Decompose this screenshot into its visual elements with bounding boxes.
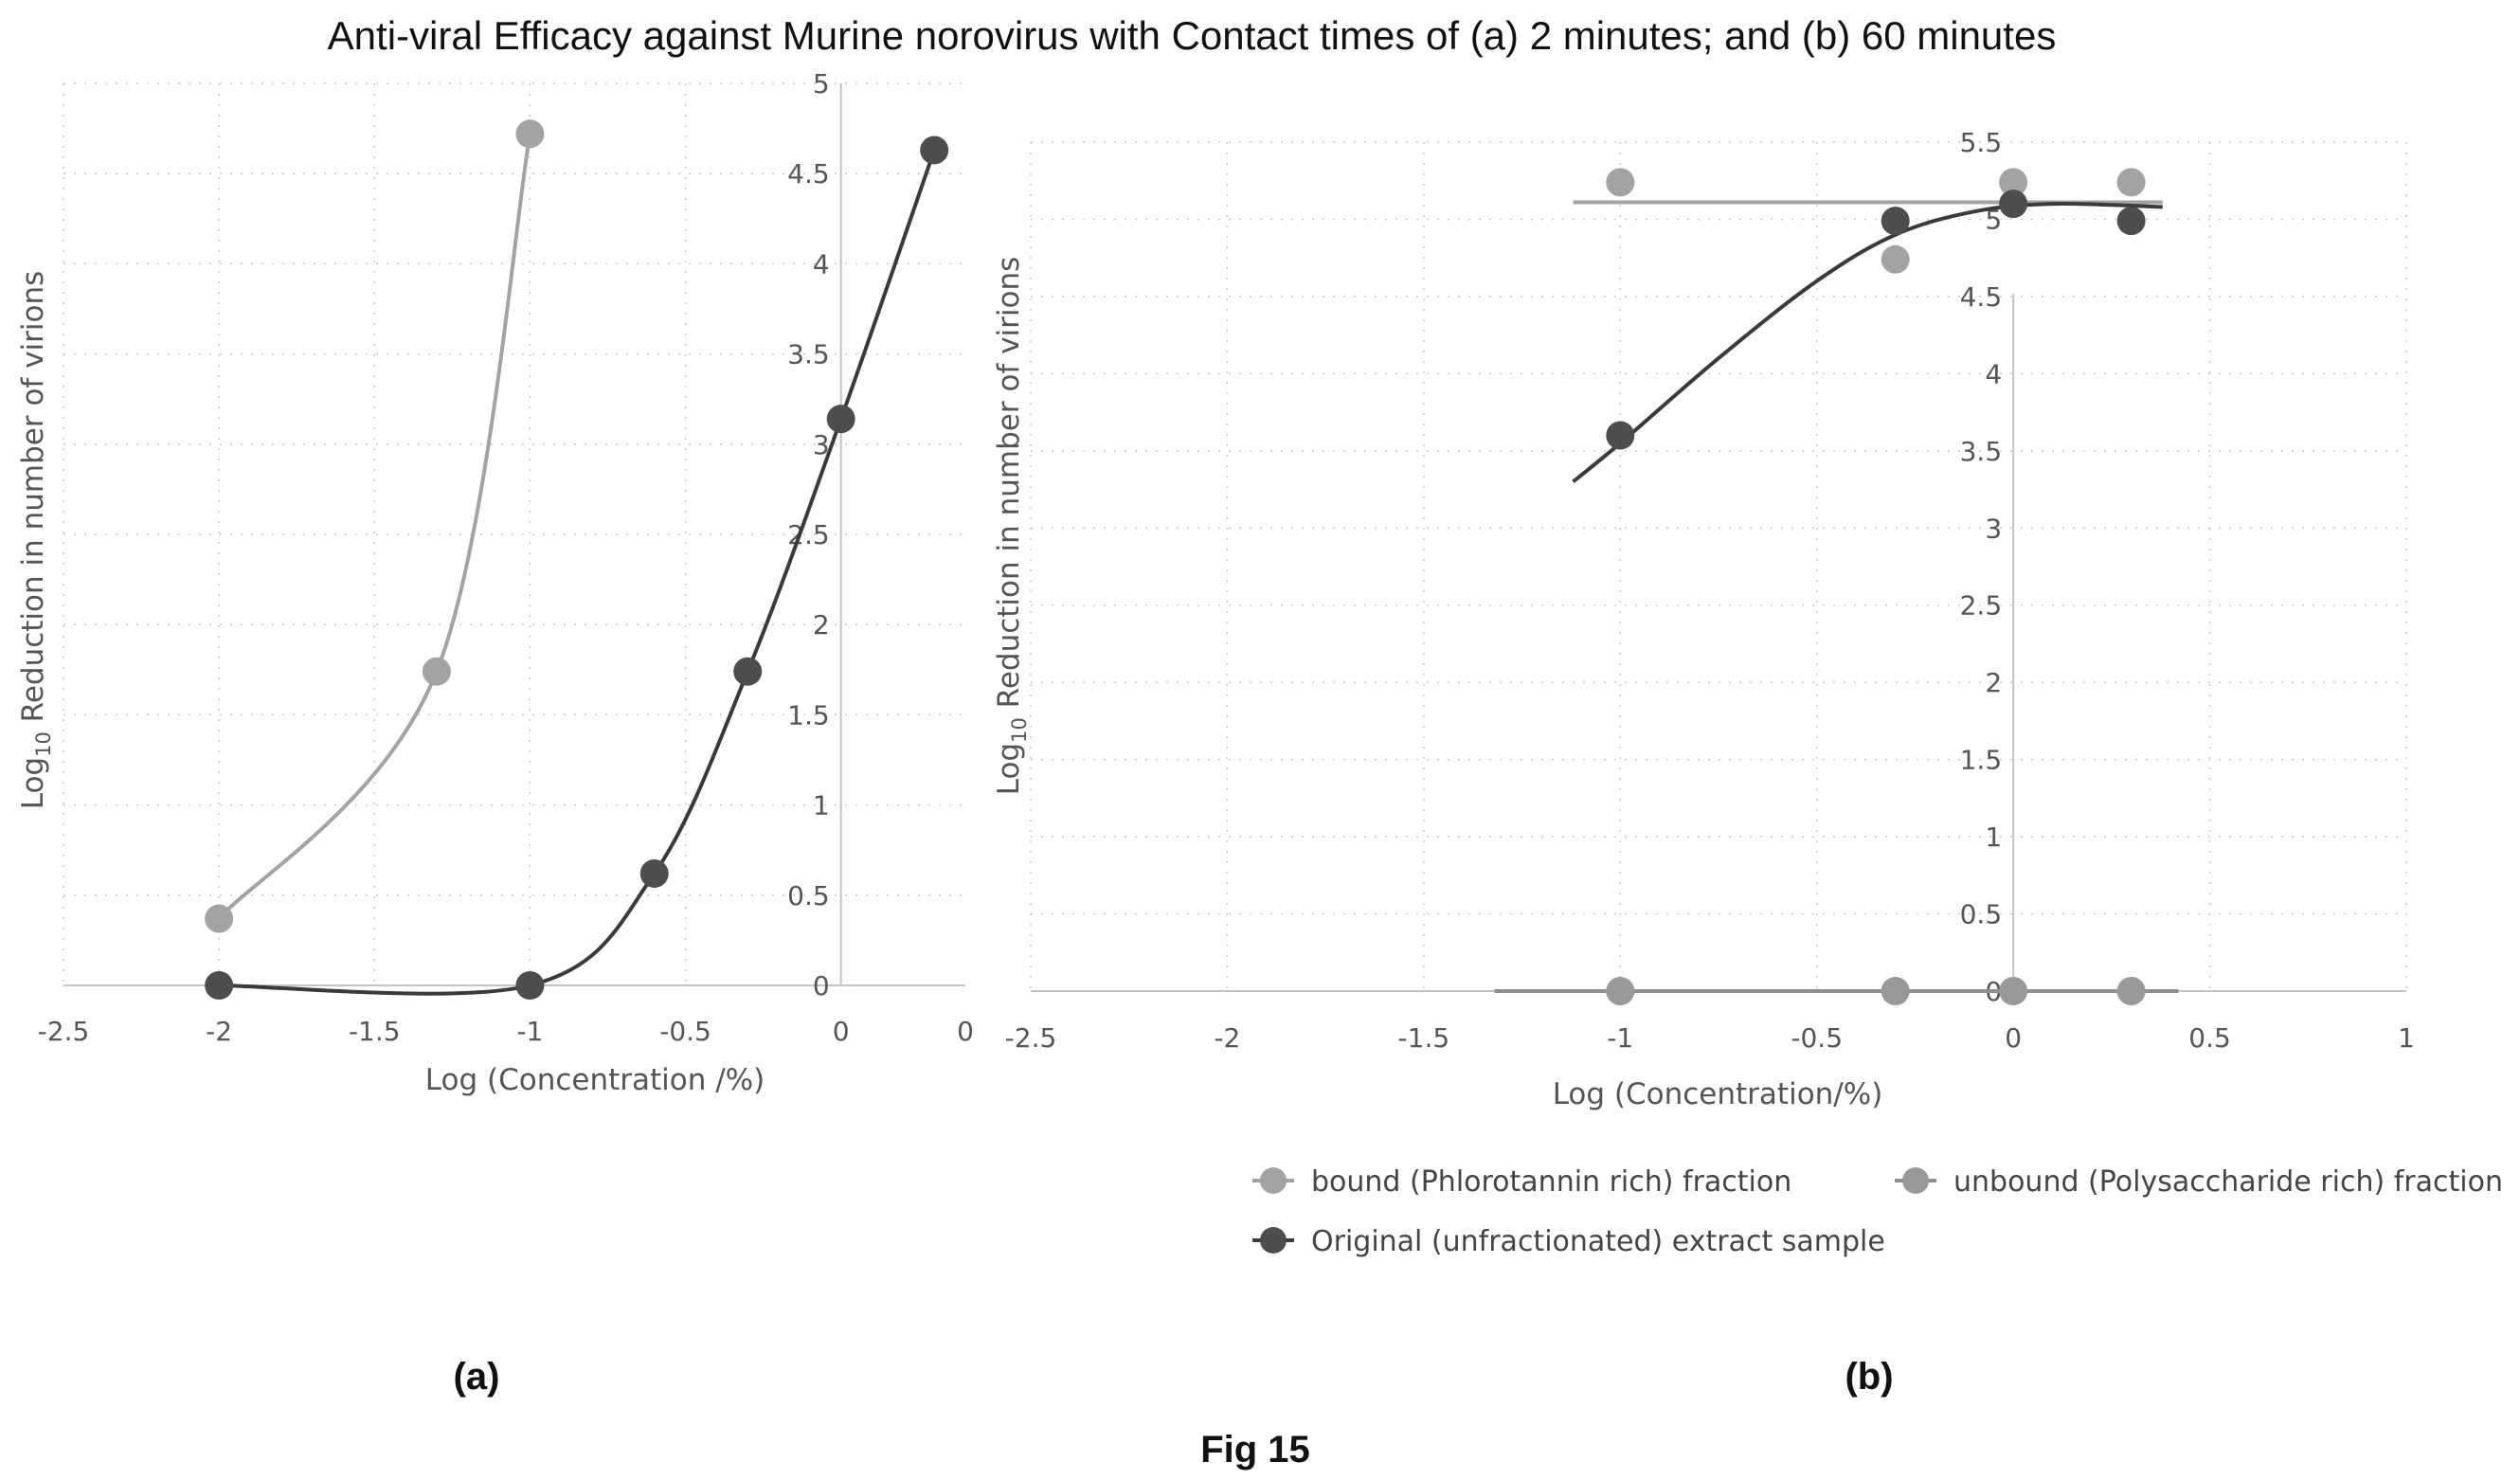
a-x-tick-label: -1.5 <box>349 1016 401 1047</box>
panel-a-y-axis-label-sub: 10 <box>32 731 55 757</box>
a-point-bound <box>422 657 451 686</box>
a-y-tick-label: 5 <box>813 68 830 99</box>
b-y-tick-label: 3 <box>1985 513 2002 544</box>
panel-b-y-axis-label-sub: 10 <box>1008 717 1031 743</box>
panel-b-series <box>1494 168 2179 1005</box>
panel-a-series <box>205 119 949 1000</box>
panel-a-tick-labels: -2.5 -2 -1.5 -1 -0.5 0 000.511.522.533.544.55 <box>38 68 974 1047</box>
legend-marker-bound <box>1260 1167 1287 1194</box>
b-y-tick-label: 2.5 <box>1960 590 2003 622</box>
a-point-original <box>826 405 855 434</box>
panel-b-y-axis-label-main: Log <box>992 743 1026 795</box>
b-point-unbound <box>1999 977 2028 1005</box>
panel-a-axes <box>63 83 965 986</box>
a-point-original <box>639 858 669 888</box>
a-y-tick-label: 1 <box>813 790 830 821</box>
chart-panel-a: -2.5 -2 -1.5 -1 -0.5 0 000.511.522.533.544.55 … <box>16 68 974 1398</box>
a-point-bound <box>205 904 234 933</box>
panel-b-label: (b) <box>1845 1356 1893 1398</box>
b-x-tick-label: 0 <box>2005 1022 2022 1054</box>
panel-a-label: (a) <box>454 1356 500 1398</box>
a-point-original <box>515 971 545 1000</box>
b-y-tick-label: 5.5 <box>1960 127 2003 158</box>
a-x-tick-label: -2 <box>206 1016 232 1047</box>
panel-a-y-axis-label-main: Log <box>16 757 50 809</box>
a-point-bound <box>515 119 545 149</box>
a-x-tick-label: 0 <box>957 1016 974 1047</box>
b-point-bound <box>1606 168 1635 197</box>
b-y-tick-label: 4.5 <box>1960 281 2003 313</box>
a-y-tick-label: 2 <box>813 609 830 641</box>
b-y-tick-label: 4 <box>1985 358 2002 389</box>
chart-panel-b: -2.5 -2 -1.5 -1 -0.5 0 0.5 10 0.5 1 1.5 2 2.5 3 3.5 4 4.… <box>992 127 2415 1398</box>
b-point-original <box>2116 207 2146 236</box>
b-y-tick-label: 1.5 <box>1960 745 2003 776</box>
a-line-bound <box>217 133 532 920</box>
b-point-unbound <box>1881 977 1910 1005</box>
a-y-tick-label: 4.5 <box>787 158 830 190</box>
b-point-bound <box>2116 168 2146 197</box>
b-y-tick-label: 2 <box>1985 667 2002 698</box>
panel-b-gridlines <box>1030 141 2407 991</box>
b-x-tick-label: -1 <box>1607 1022 1633 1054</box>
b-point-original <box>1999 190 2028 219</box>
a-y-tick-label: 4 <box>813 248 830 280</box>
b-x-tick-label: -1.5 <box>1398 1022 1450 1054</box>
a-x-tick-label: 0 <box>833 1016 850 1047</box>
b-y-tick-label: 0.5 <box>1960 899 2003 930</box>
a-y-tick-label: 1.5 <box>787 699 830 731</box>
legend: bound (Phlorotannin rich) fraction unbou… <box>1252 1165 2503 1258</box>
b-x-tick-label: 1 <box>2398 1022 2415 1054</box>
a-y-tick-label: 3 <box>813 429 830 460</box>
a-x-tick-label: -2.5 <box>38 1016 90 1047</box>
panel-a-y-axis-label-rest: Reduction in number of virions <box>16 271 50 731</box>
a-point-original <box>733 657 763 686</box>
panel-b-tick-labels: -2.5 -2 -1.5 -1 -0.5 0 0.5 10 0.5 1 1.5 2 2.5 3 3.5 4 4.… <box>1005 127 2415 1054</box>
panel-b-y-axis-label: Log10 Reduction in number of virions <box>992 257 1031 796</box>
a-x-tick-label: -1 <box>516 1016 543 1047</box>
figure-title: Anti-viral Efficacy against Murine norov… <box>328 13 2057 58</box>
panel-b-y-axis-label-rest: Reduction in number of virions <box>992 257 1026 717</box>
legend-item-original: Original (unfractionated) extract sample <box>1252 1225 1885 1258</box>
legend-item-bound: bound (Phlorotannin rich) fraction <box>1252 1165 1791 1199</box>
b-point-original <box>1881 207 1910 236</box>
b-point-unbound <box>2116 977 2146 1005</box>
b-point-bound <box>1999 168 2028 197</box>
b-y-tick-label: 5 <box>1985 204 2002 235</box>
b-x-tick-label: -0.5 <box>1791 1022 1843 1054</box>
legend-label-original: Original (unfractionated) extract sample <box>1311 1225 1885 1258</box>
a-x-tick-label: -0.5 <box>659 1016 711 1047</box>
a-y-tick-label: 0.5 <box>787 880 830 911</box>
a-point-original <box>205 971 234 1000</box>
b-point-unbound <box>1606 977 1635 1005</box>
panel-a-y-axis-label: Log10 Reduction in number of virions <box>16 271 55 810</box>
panel-a-gridlines <box>63 82 965 985</box>
b-y-tick-label: 3.5 <box>1960 436 2003 467</box>
legend-item-unbound: unbound (Polysaccharide rich) fraction <box>1895 1165 2503 1199</box>
b-point-original <box>1606 421 1635 450</box>
a-y-tick-label: 0 <box>813 970 830 1002</box>
a-line-original <box>219 149 937 996</box>
a-y-tick-label: 3.5 <box>787 339 830 370</box>
b-x-tick-label: -2.5 <box>1005 1022 1057 1054</box>
b-x-tick-label: 0.5 <box>2188 1022 2231 1054</box>
b-trendline-original <box>1572 202 2163 483</box>
b-y-tick-label: 1 <box>1985 821 2002 853</box>
panel-b-x-axis-label: Log (Concentration/%) <box>1553 1077 1883 1111</box>
figure-caption: Fig 15 <box>1200 1429 1310 1471</box>
b-x-tick-label: -2 <box>1214 1022 1240 1054</box>
legend-label-unbound: unbound (Polysaccharide rich) fraction <box>1953 1165 2503 1199</box>
panel-b-axes <box>1031 294 2406 992</box>
b-point-bound <box>1881 244 1910 274</box>
legend-marker-unbound <box>1902 1167 1929 1194</box>
a-point-original <box>920 135 949 165</box>
legend-label-bound: bound (Phlorotannin rich) fraction <box>1311 1165 1791 1199</box>
panel-a-x-axis-label: Log (Concentration /%) <box>425 1063 765 1097</box>
legend-marker-original <box>1260 1227 1287 1254</box>
